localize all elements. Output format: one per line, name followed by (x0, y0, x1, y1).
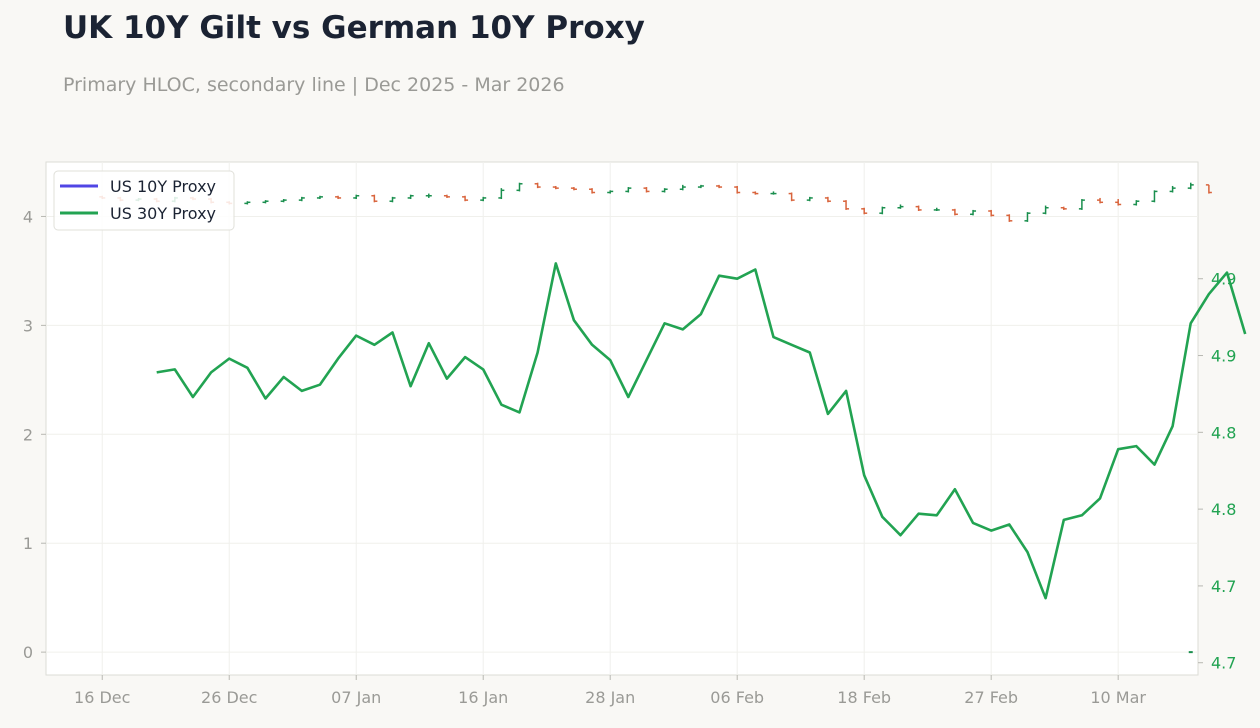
hloc-bar (951, 208, 958, 216)
hloc-bar (462, 195, 469, 202)
hloc-bar (335, 195, 342, 200)
hloc-bar (1205, 184, 1212, 194)
hloc-bar (1042, 205, 1049, 215)
hloc-bar (788, 192, 795, 202)
hloc-bar (371, 194, 378, 203)
x-axis: 16 Dec 26 Dec 07 Jan 16 Jan 28 Jan 06 Feb 18 F… (74, 675, 1146, 707)
hloc-bar (1078, 199, 1085, 210)
chart-subtitle: Primary HLOC, secondary line | Dec 2025 … (63, 74, 565, 96)
hloc-bar (425, 193, 432, 198)
left-y-tick-label: 0 (23, 643, 33, 662)
right-y-tick-label: 4.7 (1211, 654, 1236, 673)
hloc-bar (1097, 197, 1104, 204)
hloc-bar (443, 194, 450, 198)
hloc-bar (824, 196, 831, 203)
hloc-bar (407, 194, 414, 200)
line-path-30y (156, 262, 1247, 600)
legend: US 10Y Proxy US 30Y Proxy (53, 170, 235, 231)
hloc-series (99, 182, 1212, 654)
hloc-bar (262, 200, 269, 204)
hloc-bar (1169, 185, 1176, 193)
hloc-bar (679, 184, 686, 191)
hloc-bar (752, 191, 759, 195)
hloc-bar (1060, 206, 1067, 210)
hloc-bar (1115, 199, 1122, 206)
right-y-tick-label: 4.7 (1211, 577, 1236, 596)
left-y-tick-label: 3 (23, 316, 33, 335)
x-tick-label: 28 Jan (585, 688, 635, 707)
hloc-bar (353, 194, 360, 200)
hloc-bar (697, 184, 704, 189)
hloc-bar (734, 185, 741, 194)
hloc-bar (389, 196, 396, 203)
hloc-bar (280, 199, 287, 203)
hloc-bar (1151, 190, 1158, 203)
hloc-bar (970, 209, 977, 216)
hloc-bar (516, 182, 523, 192)
hloc-bar (770, 191, 777, 195)
hloc-bar (1006, 214, 1013, 222)
x-tick-label: 18 Feb (837, 688, 891, 707)
left-y-tick-label: 1 (23, 534, 33, 553)
hloc-bar (607, 190, 614, 194)
legend-label-30y: US 30Y Proxy (110, 204, 216, 223)
hloc-bar (298, 196, 305, 202)
hloc-bar (806, 196, 813, 202)
hloc-bar (915, 205, 922, 212)
legend-box (53, 170, 235, 231)
left-y-tick-label: 2 (23, 425, 33, 444)
hloc-bar (570, 187, 577, 191)
right-y-tick-label: 4.9 (1211, 347, 1236, 366)
grid (46, 162, 1198, 675)
hloc-bar (661, 188, 668, 193)
plot-area (45, 161, 1199, 676)
hloc-bar (861, 207, 868, 215)
hloc-bar (316, 195, 323, 200)
x-tick-label: 16 Jan (458, 688, 508, 707)
hloc-bar (843, 200, 850, 210)
left-y-tick-label: 4 (23, 207, 33, 226)
hloc-bar (988, 209, 995, 217)
x-tick-label: 26 Dec (201, 688, 257, 707)
hloc-bar (716, 184, 723, 189)
x-tick-label: 07 Jan (331, 688, 381, 707)
x-tick-label: 16 Dec (74, 688, 130, 707)
right-y-tick-label: 4.8 (1211, 423, 1236, 442)
x-tick-label: 27 Feb (964, 688, 1018, 707)
right-y-axis: 4.74.74.84.84.94.9 (1198, 270, 1236, 673)
hloc-bar (1024, 212, 1031, 222)
hloc-bar (534, 182, 541, 189)
line-series (156, 262, 1247, 600)
x-tick-label: 10 Mar (1090, 688, 1146, 707)
hloc-bar (498, 188, 505, 200)
hloc-bar (625, 187, 632, 193)
hloc-bar (897, 204, 904, 209)
x-tick-label: 06 Feb (710, 688, 764, 707)
hloc-bar (1133, 200, 1140, 206)
right-y-tick-label: 4.8 (1211, 500, 1236, 519)
hloc-bar (244, 201, 251, 205)
hloc-bar (879, 206, 886, 215)
hloc-bar (552, 185, 559, 190)
legend-label-10y: US 10Y Proxy (110, 177, 216, 196)
hloc-bar (933, 207, 940, 212)
hloc-bar (589, 188, 596, 194)
hloc-bar (1187, 182, 1194, 190)
left-y-axis: 0 1 2 3 4 (23, 207, 46, 662)
hloc-bar (643, 187, 650, 193)
chart-title: UK 10Y Gilt vs German 10Y Proxy (63, 10, 645, 46)
hloc-bar (480, 196, 487, 202)
